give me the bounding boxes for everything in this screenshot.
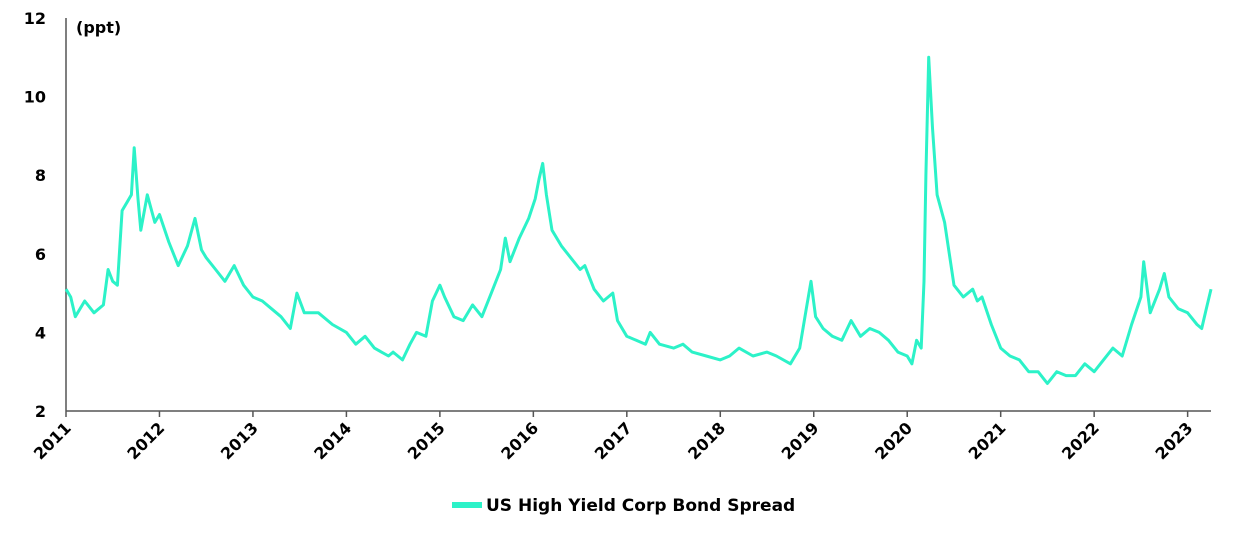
y-unit-label: (ppt) [76, 18, 121, 37]
y-tick-label: 8 [35, 166, 46, 185]
x-tick-label: 2015 [404, 418, 449, 463]
x-tick-labels: 2011 2012 2013 2014 2015 2016 2017 2018 2019 2020… [30, 418, 1197, 463]
x-tick-label: 2012 [123, 418, 168, 463]
x-tick-label: 2020 [871, 418, 916, 463]
y-tick-labels: 2 4 6 8 10 12 [24, 9, 46, 421]
series-line [64, 55, 1213, 385]
x-tick-label: 2023 [1152, 418, 1197, 463]
legend: US High Yield Corp Bond Spread [452, 496, 795, 516]
series-layer [64, 55, 1213, 385]
x-tick-marks [65, 411, 1189, 417]
x-tick-label: 2018 [684, 418, 729, 463]
x-tick-label: 2013 [217, 418, 262, 463]
x-tick-label: 2017 [591, 418, 636, 463]
x-tick-label: 2014 [310, 418, 355, 463]
y-tick-label: 10 [24, 88, 46, 107]
y-tick-label: 12 [24, 9, 46, 28]
y-tick-label: 2 [35, 402, 46, 421]
x-tick-label: 2019 [778, 418, 823, 463]
x-tick-label: 2011 [30, 418, 75, 463]
y-tick-label: 4 [35, 323, 46, 342]
x-tick-label: 2016 [497, 418, 542, 463]
x-tick-label: 2022 [1058, 418, 1103, 463]
y-tick-label: 6 [35, 245, 46, 264]
x-tick-label: 2021 [965, 418, 1010, 463]
legend-label: US High Yield Corp Bond Spread [486, 496, 795, 516]
